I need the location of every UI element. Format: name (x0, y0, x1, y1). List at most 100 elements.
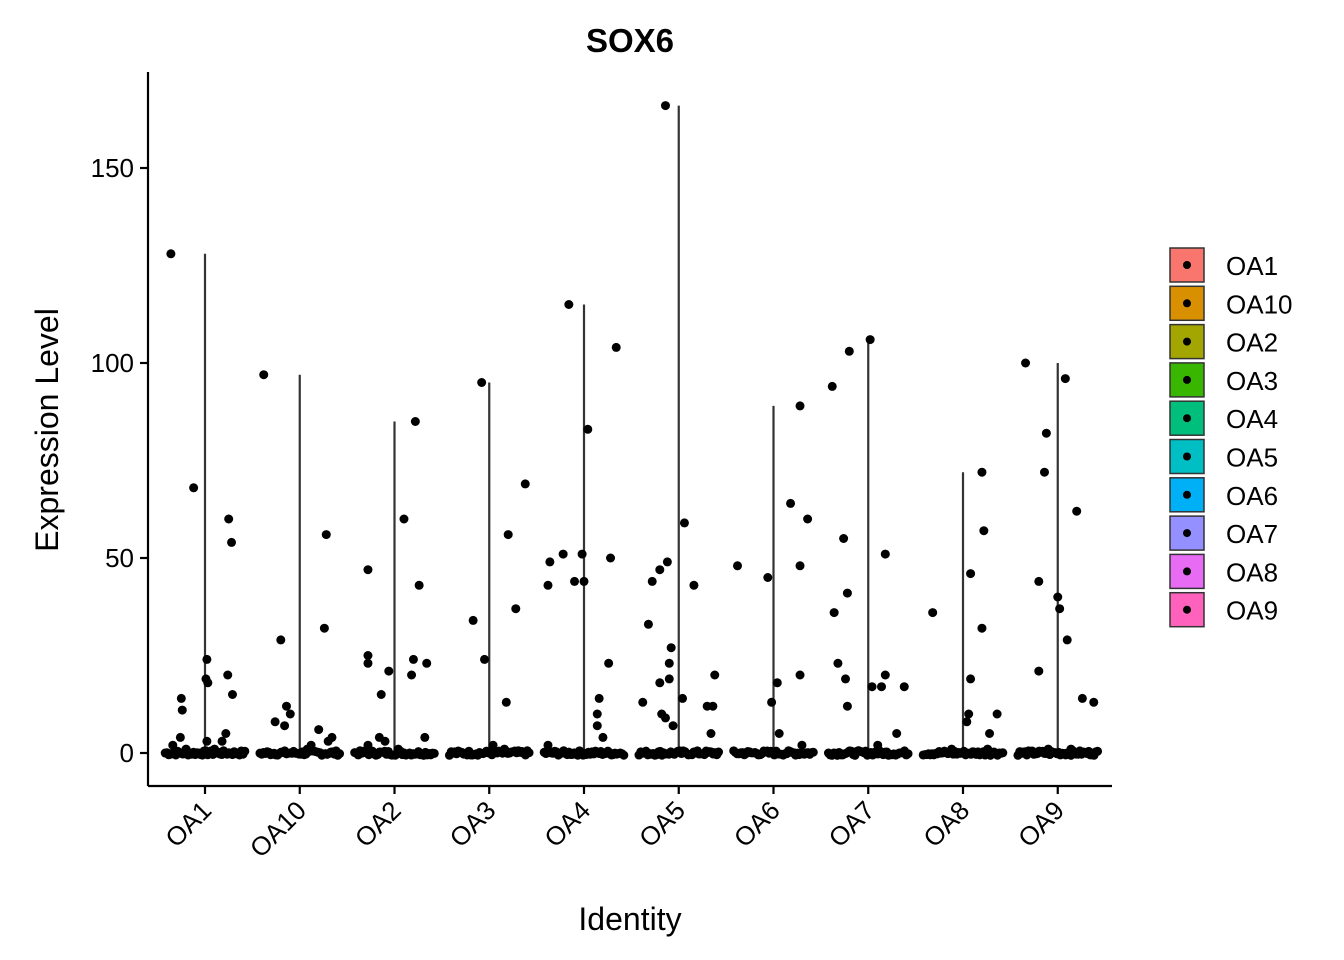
point-oa5 (678, 693, 688, 703)
point-oa4 (579, 576, 589, 586)
point-oa6 (795, 401, 805, 411)
point-oa10 (319, 623, 329, 633)
point-oa7 (844, 346, 854, 356)
point-oa6 (763, 573, 773, 582)
point-oa9 (1041, 428, 1051, 438)
point-oa2-zero (429, 748, 439, 758)
point-oa1 (177, 705, 187, 715)
legend-label-oa5: OA5 (1226, 443, 1278, 473)
point-oa2 (363, 565, 373, 575)
point-oa1 (203, 678, 213, 688)
y-tick-label: 50 (105, 543, 134, 573)
legend-key-dot (1183, 490, 1191, 499)
point-oa7 (842, 701, 852, 711)
point-oa1 (209, 744, 219, 754)
point-oa9 (1062, 635, 1072, 645)
legend: OA1 OA10 OA2 OA3 OA4 OA5 OA6 OA7 OA8 OA9 (1169, 247, 1293, 628)
legend-key-dot (1183, 337, 1191, 346)
point-oa8 (979, 526, 989, 536)
x-tick-label: OA5 (633, 795, 691, 853)
point-oa1 (224, 514, 234, 524)
point-oa10 (321, 530, 331, 540)
point-oa7 (892, 729, 902, 738)
legend-label-oa3: OA3 (1226, 366, 1278, 396)
point-oa4 (570, 576, 580, 586)
point-oa2 (408, 654, 418, 664)
point-oa2 (393, 744, 403, 754)
point-oa2 (384, 666, 394, 676)
y-axis-title: Expression Level (29, 308, 65, 552)
legend-label-oa1: OA1 (1226, 251, 1278, 281)
point-oa1 (223, 670, 233, 680)
point-oa9 (1039, 467, 1049, 477)
point-oa1 (202, 736, 212, 746)
legend-label-oa2: OA2 (1226, 328, 1278, 358)
point-oa5 (638, 697, 648, 707)
point-oa8 (983, 744, 993, 754)
point-oa2 (380, 736, 390, 746)
legend-key-dot (1183, 261, 1191, 269)
point-oa4 (604, 658, 614, 668)
legend-key-dot (1183, 414, 1191, 423)
point-oa1-zero (240, 746, 250, 756)
point-oa3 (488, 740, 498, 750)
point-oa4 (606, 553, 616, 563)
point-oa9 (1034, 666, 1044, 676)
point-oa1 (202, 654, 212, 664)
point-oa3 (501, 697, 511, 707)
point-oa6 (767, 697, 777, 707)
point-oa9 (1072, 506, 1082, 516)
point-oa6 (795, 670, 805, 680)
point-oa10 (314, 725, 324, 735)
point-oa5 (655, 565, 665, 575)
y-axis: 0 50 100 150 (91, 72, 150, 786)
x-tick-label: OA10 (244, 795, 312, 863)
point-oa5 (708, 701, 718, 711)
point-oa10 (270, 717, 280, 727)
point-oa5 (666, 643, 676, 653)
point-oa5 (668, 721, 678, 731)
point-oa10 (323, 736, 333, 746)
point-oa1 (175, 732, 185, 742)
point-oa3 (477, 378, 487, 387)
point-oa7 (873, 740, 883, 750)
y-tick-label: 100 (91, 348, 134, 378)
point-oa4 (611, 342, 621, 352)
point-oa8 (928, 608, 938, 618)
point-oa3 (480, 654, 490, 664)
point-oa2 (420, 732, 430, 742)
point-oa2 (399, 514, 409, 524)
legend-key-dot (1183, 299, 1191, 308)
point-oa6 (795, 561, 805, 571)
point-oa2 (414, 580, 424, 590)
point-oa7 (880, 670, 890, 680)
chart-title: SOX6 (586, 22, 674, 59)
legend-label-oa4: OA4 (1226, 404, 1278, 434)
point-oa1 (227, 690, 237, 699)
point-oa5 (664, 674, 674, 684)
point-oa3 (468, 615, 478, 625)
point-oa4-zero (619, 750, 629, 760)
point-oa7 (841, 674, 851, 684)
point-oa4 (598, 732, 608, 742)
point-oa5 (689, 580, 699, 590)
point-oa1 (168, 740, 178, 750)
y-tick-label: 150 (91, 153, 134, 183)
point-oa4 (545, 557, 555, 567)
point-oa10 (259, 370, 269, 380)
legend-key-dot (1183, 529, 1191, 538)
point-oa8 (977, 467, 987, 477)
point-oa8 (977, 623, 987, 633)
point-oa7 (865, 335, 875, 345)
point-oa4 (592, 709, 602, 719)
point-oa5 (660, 101, 670, 111)
point-oa9 (1043, 744, 1053, 754)
point-oa10-zero (335, 749, 345, 759)
point-oa7 (827, 381, 837, 391)
point-oa5-zero (714, 747, 724, 757)
point-oa7 (829, 608, 839, 618)
point-oa8 (992, 709, 1002, 719)
point-oa9 (1066, 744, 1076, 754)
point-oa7 (880, 549, 890, 559)
